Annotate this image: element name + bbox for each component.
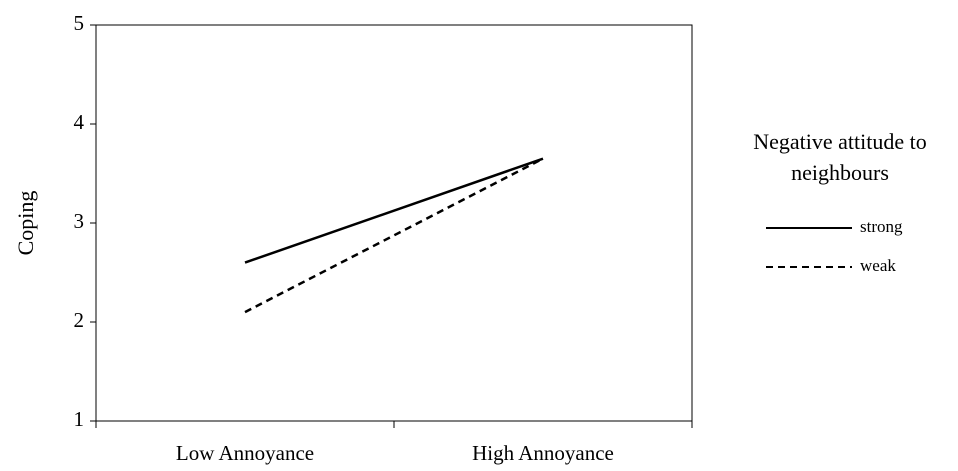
- y-tick-label: 5: [74, 11, 85, 35]
- plot-frame: [95, 24, 693, 422]
- legend-label: strong: [860, 217, 903, 236]
- y-tick-label: 1: [74, 407, 85, 431]
- y-axis-label: Coping: [13, 191, 38, 256]
- series-line: [244, 157, 544, 314]
- series-line: [244, 157, 544, 264]
- legend-label: weak: [860, 256, 896, 275]
- x-tick-label: High Annoyance: [472, 441, 614, 465]
- y-tick-label: 2: [74, 308, 85, 332]
- y-tick-label: 4: [74, 110, 85, 134]
- y-tick-label: 3: [74, 209, 85, 233]
- x-tick-label: Low Annoyance: [176, 441, 314, 465]
- legend-title: Negative attitude to neighbours: [753, 129, 927, 185]
